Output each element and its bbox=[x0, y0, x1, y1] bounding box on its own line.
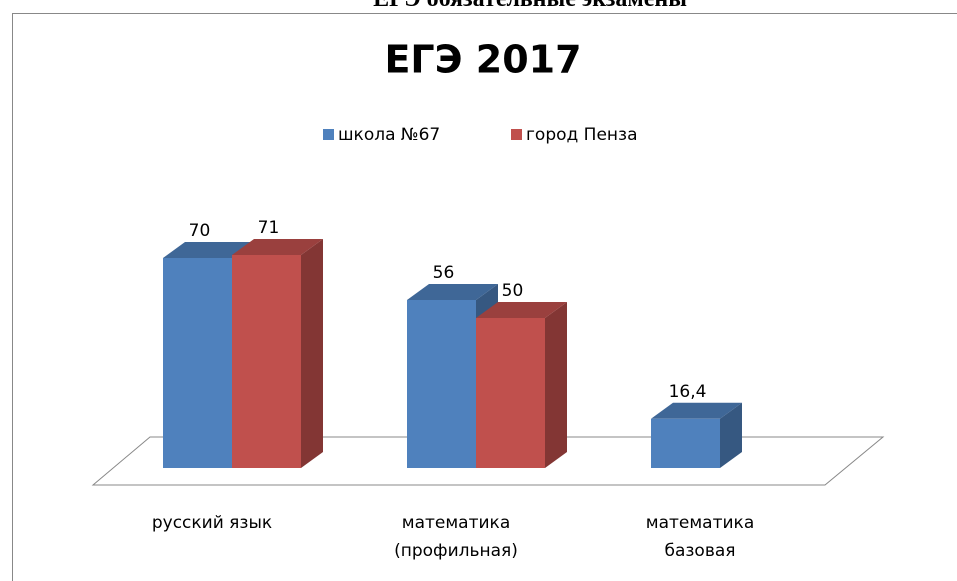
x-tick-label: русский язык bbox=[151, 513, 273, 533]
bar-top bbox=[163, 242, 254, 258]
legend-swatch bbox=[323, 129, 334, 140]
bar-top bbox=[407, 284, 498, 300]
bar bbox=[163, 258, 232, 468]
data-label: 71 bbox=[258, 218, 280, 238]
bar bbox=[476, 318, 545, 468]
bar-top bbox=[476, 302, 567, 318]
legend-swatch bbox=[511, 129, 522, 140]
page-title: ЕГЭ обязательные экзамены bbox=[0, 0, 957, 13]
x-tick-label: математика базовая bbox=[645, 513, 755, 561]
data-label: 70 bbox=[189, 221, 211, 241]
data-label: 16,4 bbox=[669, 382, 707, 402]
x-tick-label: математика (профильная) bbox=[394, 513, 518, 561]
bar bbox=[232, 255, 301, 468]
bar-top bbox=[651, 402, 742, 419]
chart-title: ЕГЭ 2017 bbox=[384, 38, 581, 82]
data-label: 50 bbox=[502, 281, 524, 301]
legend-label: школа №67 bbox=[338, 125, 440, 145]
bar-side bbox=[545, 302, 567, 468]
data-label: 56 bbox=[433, 263, 455, 283]
bar bbox=[651, 418, 720, 468]
bar-top bbox=[232, 239, 323, 255]
legend-label: город Пенза bbox=[526, 125, 638, 145]
bar bbox=[407, 300, 476, 468]
bar-side bbox=[301, 239, 323, 468]
bar-side bbox=[720, 402, 742, 468]
